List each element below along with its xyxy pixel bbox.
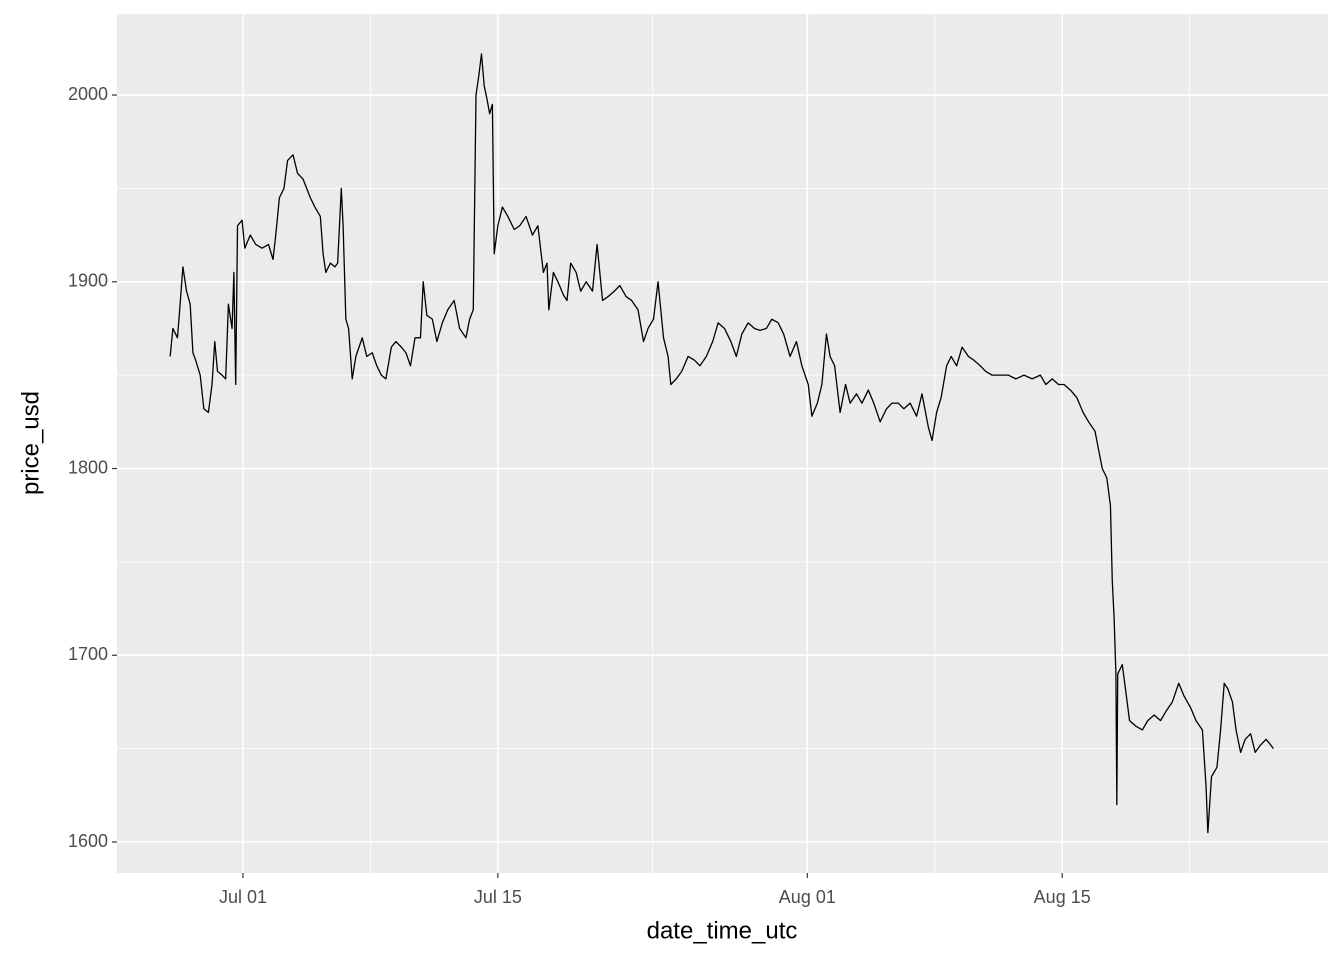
x-tick-label: Jul 15 <box>474 887 522 907</box>
y-tick-label: 1600 <box>68 831 108 851</box>
x-tick-label: Aug 15 <box>1034 887 1091 907</box>
y-axis-title: price_usd <box>17 391 44 495</box>
panel <box>117 14 1328 873</box>
x-tick-label: Jul 01 <box>219 887 267 907</box>
y-tick-label: 2000 <box>68 84 108 104</box>
x-tick-label: Aug 01 <box>779 887 836 907</box>
price-line <box>169 53 1274 834</box>
y-tick-label: 1700 <box>68 644 108 664</box>
x-axis-title: date_time_utc <box>647 917 798 944</box>
y-tick-label: 1900 <box>68 271 108 291</box>
y-tick-label: 1800 <box>68 457 108 477</box>
